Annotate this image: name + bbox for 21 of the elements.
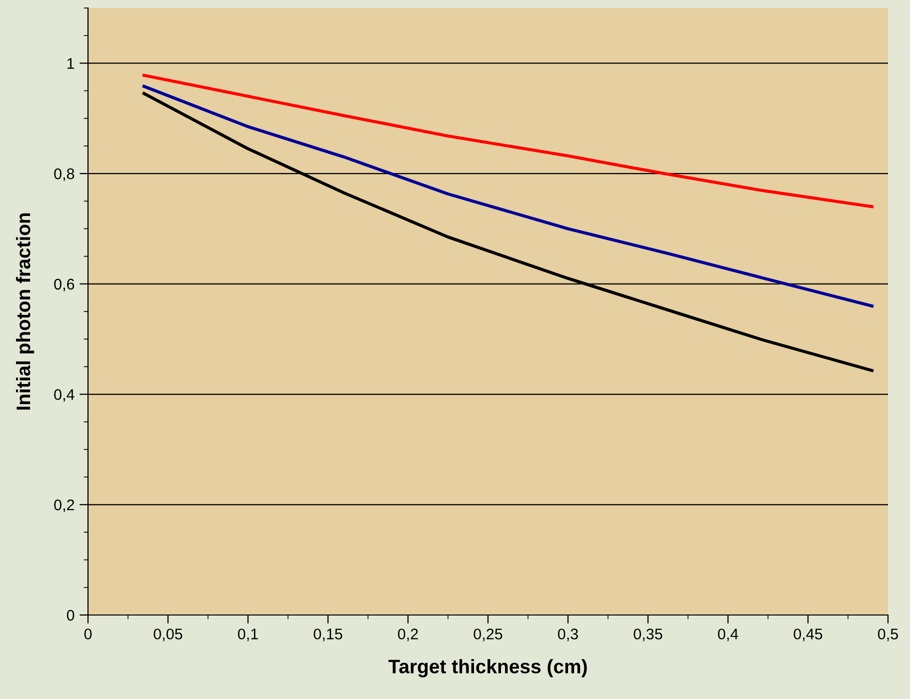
x-tick-label: 0,45	[794, 628, 822, 642]
y-tick-label: 1	[67, 58, 74, 69]
x-tick-label: 0,05	[154, 628, 182, 642]
y-tick-label: 0,2	[54, 500, 74, 512]
x-tick-label: 0,25	[474, 628, 502, 642]
y-axis-title: Initial photon fraction	[16, 213, 34, 410]
x-tick-label: 0,3	[558, 628, 578, 642]
x-tick-label: 0,2	[398, 628, 418, 642]
y-tick-label: 0	[66, 610, 74, 621]
x-tick-label: 0,1	[238, 628, 258, 642]
x-tick-label: 0	[84, 628, 92, 640]
y-tick-label: 0,4	[54, 389, 74, 402]
y-tick-label: 0,8	[54, 168, 74, 182]
x-tick-label: 0,5	[878, 628, 898, 642]
y-tick-label: 0,6	[54, 278, 74, 292]
x-tick-label: 0,35	[634, 628, 662, 642]
x-tick-label: 0,4	[718, 628, 738, 642]
x-tick-label: 0,15	[314, 628, 342, 642]
x-axis-title: Target thickness (cm)	[388, 659, 587, 678]
line-series	[142, 74, 874, 208]
line-series	[142, 84, 874, 308]
